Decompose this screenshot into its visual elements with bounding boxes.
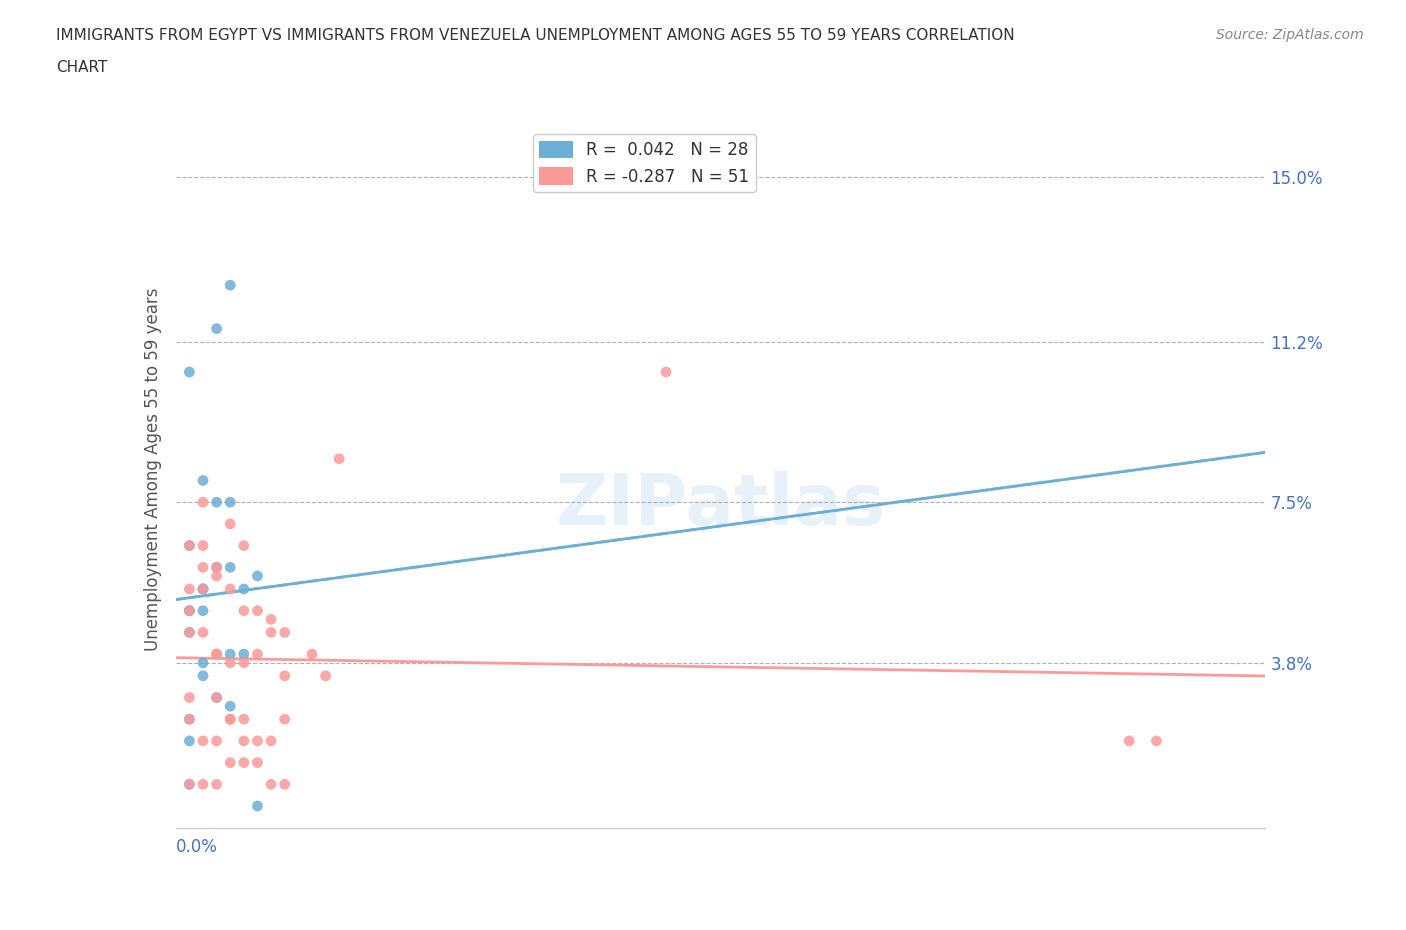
Point [191, 656, 214, 671]
Point [260, 777, 283, 791]
Point [179, 581, 201, 596]
Point [179, 777, 201, 791]
Point [232, 755, 254, 770]
Point [260, 612, 283, 627]
Point [179, 538, 201, 553]
Point [179, 365, 201, 379]
Point [219, 698, 242, 713]
Point [191, 581, 214, 596]
Point [219, 560, 242, 575]
Point [179, 604, 201, 618]
Point [205, 734, 228, 749]
Point [205, 646, 228, 661]
Point [232, 604, 254, 618]
Point [191, 538, 214, 553]
Point [1118, 734, 1140, 749]
Point [219, 656, 242, 671]
Point [179, 538, 201, 553]
Point [219, 646, 242, 661]
Point [191, 669, 214, 684]
Point [179, 734, 201, 749]
Point [301, 646, 323, 661]
Point [246, 799, 269, 814]
Point [179, 711, 201, 726]
Point [246, 568, 269, 583]
Point [232, 538, 254, 553]
Point [1144, 734, 1167, 749]
Point [191, 560, 214, 575]
Point [219, 711, 242, 726]
Text: 0.0%: 0.0% [176, 839, 218, 857]
Text: IMMIGRANTS FROM EGYPT VS IMMIGRANTS FROM VENEZUELA UNEMPLOYMENT AMONG AGES 55 TO: IMMIGRANTS FROM EGYPT VS IMMIGRANTS FROM… [56, 28, 1015, 43]
Point [179, 690, 201, 705]
Point [179, 604, 201, 618]
Point [179, 625, 201, 640]
Point [205, 690, 228, 705]
Text: ZIPatlas: ZIPatlas [555, 471, 886, 540]
Legend: R =  0.042   N = 28, R = -0.287   N = 51: R = 0.042 N = 28, R = -0.287 N = 51 [533, 134, 756, 193]
Y-axis label: Unemployment Among Ages 55 to 59 years: Unemployment Among Ages 55 to 59 years [143, 288, 162, 651]
Point [205, 690, 228, 705]
Point [315, 669, 337, 684]
Point [274, 625, 297, 640]
Point [232, 646, 254, 661]
Point [260, 734, 283, 749]
Point [274, 777, 297, 791]
Point [205, 560, 228, 575]
Point [205, 321, 228, 336]
Point [219, 755, 242, 770]
Text: Source: ZipAtlas.com: Source: ZipAtlas.com [1216, 28, 1364, 42]
Point [232, 734, 254, 749]
Point [205, 560, 228, 575]
Point [205, 495, 228, 510]
Point [219, 516, 242, 531]
Point [191, 495, 214, 510]
Point [219, 278, 242, 293]
Point [219, 581, 242, 596]
Point [191, 581, 214, 596]
Point [191, 581, 214, 596]
Point [179, 711, 201, 726]
Point [260, 625, 283, 640]
Point [274, 669, 297, 684]
Point [655, 365, 678, 379]
Point [179, 625, 201, 640]
Point [246, 755, 269, 770]
Point [205, 777, 228, 791]
Point [191, 581, 214, 596]
Point [191, 604, 214, 618]
Point [191, 777, 214, 791]
Text: CHART: CHART [56, 60, 108, 75]
Point [246, 646, 269, 661]
Point [191, 473, 214, 488]
Point [191, 625, 214, 640]
Point [205, 568, 228, 583]
Point [232, 711, 254, 726]
Point [205, 646, 228, 661]
Point [219, 711, 242, 726]
Point [232, 656, 254, 671]
Point [219, 495, 242, 510]
Point [246, 734, 269, 749]
Point [191, 734, 214, 749]
Point [328, 451, 350, 466]
Point [179, 777, 201, 791]
Point [179, 604, 201, 618]
Point [246, 604, 269, 618]
Point [274, 711, 297, 726]
Point [232, 581, 254, 596]
